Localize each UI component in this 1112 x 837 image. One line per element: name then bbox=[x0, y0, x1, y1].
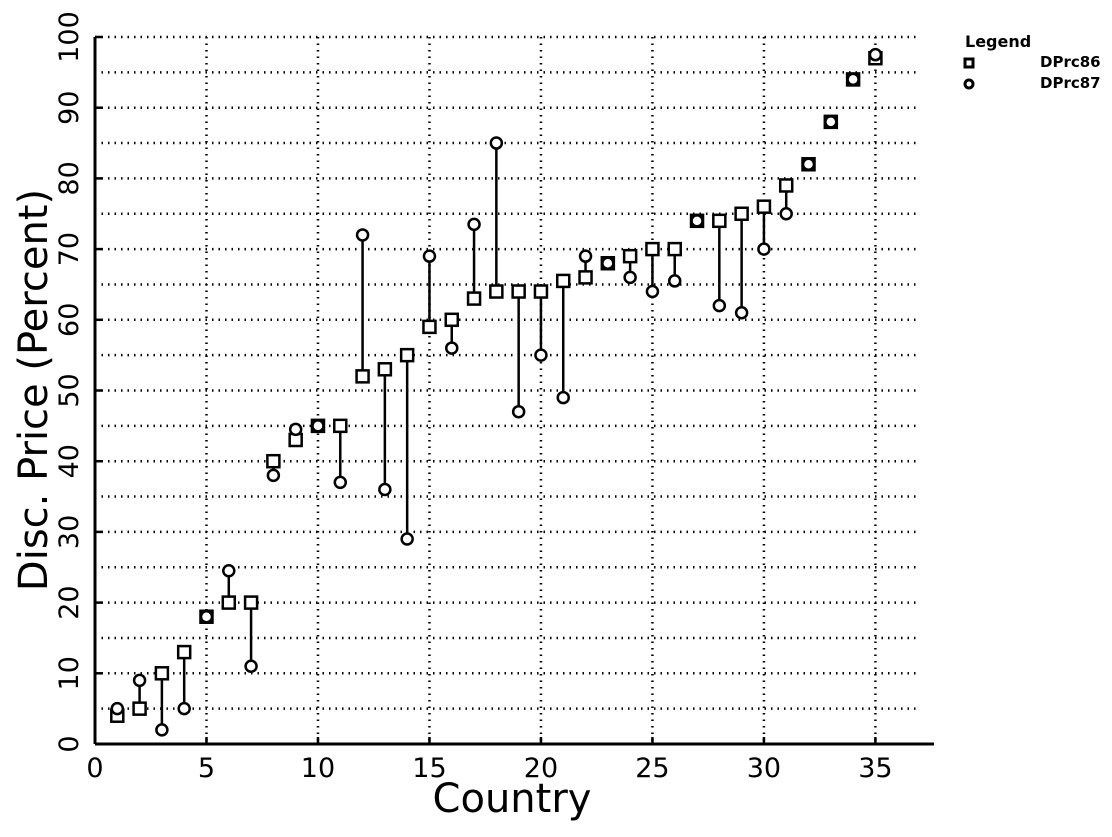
data-point-dprc87 bbox=[556, 390, 570, 405]
data-point-dprc87 bbox=[734, 305, 749, 320]
data-point-dprc86 bbox=[422, 319, 437, 335]
legend-circle-marker bbox=[963, 78, 975, 90]
tick-labels: 0 5 10 15 20 25 30 35 0 10 20 30 40 50 60 70 80 90 100 bbox=[54, 11, 893, 784]
data-point-dprc86 bbox=[243, 595, 259, 610]
data-point-dprc87 bbox=[333, 475, 348, 490]
data-point-dprc87 bbox=[667, 274, 682, 288]
data-point-dprc87 bbox=[578, 249, 593, 263]
data-point-dprc87 bbox=[757, 242, 771, 256]
data-point-dprc86 bbox=[399, 347, 415, 363]
data-point-dprc87 bbox=[311, 419, 325, 433]
data-point-dprc87 bbox=[489, 136, 504, 150]
data-point-dprc87 bbox=[110, 701, 125, 716]
legend-square-marker bbox=[963, 57, 975, 69]
data-point-dprc87 bbox=[177, 701, 191, 716]
data-point-dprc87 bbox=[645, 284, 660, 299]
data-point-dprc87 bbox=[222, 564, 236, 578]
data-point-dprc86 bbox=[154, 666, 170, 681]
legend-label-dprc86: DPrc86 bbox=[1040, 53, 1101, 71]
data-point-dprc86 bbox=[132, 701, 147, 716]
data-point-dprc87 bbox=[779, 207, 793, 221]
data-point-dprc87 bbox=[623, 270, 637, 285]
gridlines bbox=[95, 35, 920, 744]
x-tick-label: 20 bbox=[524, 753, 558, 784]
y-tick-label: 90 bbox=[54, 91, 85, 125]
data-point-dprc86 bbox=[444, 312, 460, 328]
x-tick-label: 10 bbox=[301, 753, 335, 784]
data-point-dprc86 bbox=[466, 291, 482, 306]
y-tick-label: 50 bbox=[54, 373, 85, 407]
data-point-dprc87 bbox=[132, 673, 147, 688]
data-point-dprc86 bbox=[489, 284, 504, 299]
axes bbox=[93, 35, 934, 746]
legend-label-dprc87: DPrc87 bbox=[1040, 74, 1101, 92]
data-point-dprc86 bbox=[266, 453, 281, 469]
data-point-dprc87 bbox=[244, 659, 258, 673]
x-axis-title: Country bbox=[433, 776, 592, 822]
legend: Legend DPrc86 DPrc87 bbox=[963, 32, 1101, 92]
data-point-dprc86 bbox=[756, 199, 772, 214]
data-point-dprc86 bbox=[377, 362, 393, 377]
x-tick-label: 0 bbox=[86, 753, 103, 784]
data-point-dprc86 bbox=[645, 241, 660, 257]
data-point-dprc87 bbox=[266, 468, 281, 483]
data-point-dprc87 bbox=[601, 256, 615, 270]
data-point-dprc87 bbox=[846, 72, 860, 87]
data-point-dprc86 bbox=[778, 178, 794, 193]
data-point-dprc86 bbox=[221, 595, 237, 610]
data-point-dprc87 bbox=[400, 532, 414, 546]
data-point-dprc86 bbox=[712, 213, 727, 229]
legend-title: Legend bbox=[965, 32, 1031, 51]
data-point-dprc86 bbox=[355, 369, 370, 384]
x-tick-label: 5 bbox=[198, 753, 215, 784]
data-point-dprc87 bbox=[534, 348, 548, 362]
data-markers bbox=[110, 47, 883, 737]
data-point-dprc87 bbox=[801, 157, 816, 172]
data-point-dprc86 bbox=[176, 644, 192, 660]
data-point-dprc87 bbox=[422, 249, 437, 263]
data-point-dprc87 bbox=[868, 47, 883, 62]
data-point-dprc87 bbox=[690, 214, 704, 228]
y-tick-label: 10 bbox=[54, 656, 85, 690]
y-tick-label: 60 bbox=[54, 303, 85, 337]
data-point-dprc87 bbox=[155, 723, 169, 737]
data-point-dprc87 bbox=[355, 228, 370, 242]
y-tick-label: 0 bbox=[54, 735, 85, 752]
x-tick-label: 15 bbox=[412, 753, 446, 784]
data-point-dprc86 bbox=[667, 241, 682, 257]
data-point-dprc87 bbox=[511, 404, 526, 419]
data-point-dprc87 bbox=[712, 298, 727, 313]
data-point-dprc87 bbox=[378, 482, 392, 497]
x-tick-label: 25 bbox=[635, 753, 669, 784]
data-point-dprc86 bbox=[511, 284, 526, 299]
data-point-dprc86 bbox=[622, 248, 638, 264]
y-tick-label: 20 bbox=[54, 585, 85, 619]
y-tick-label: 30 bbox=[54, 515, 85, 549]
connector-lines bbox=[138, 143, 788, 730]
y-tick-label: 100 bbox=[54, 11, 85, 63]
data-point-dprc86 bbox=[533, 284, 549, 299]
data-point-dprc87 bbox=[288, 422, 303, 437]
data-point-dprc87 bbox=[199, 609, 214, 624]
data-point-dprc87 bbox=[824, 115, 838, 129]
y-tick-label: 80 bbox=[54, 161, 85, 195]
data-point-dprc86 bbox=[555, 273, 571, 289]
data-point-dprc86 bbox=[734, 206, 749, 221]
y-axis-title: Disc. Price (Percent) bbox=[11, 189, 57, 591]
data-point-dprc87 bbox=[445, 341, 459, 355]
x-tick-label: 35 bbox=[858, 753, 892, 784]
y-tick-label: 40 bbox=[54, 444, 85, 478]
x-tick-label: 30 bbox=[747, 753, 781, 784]
data-point-dprc86 bbox=[333, 418, 348, 434]
y-tick-label: 70 bbox=[54, 232, 85, 266]
data-point-dprc86 bbox=[578, 270, 593, 285]
data-point-dprc87 bbox=[467, 217, 481, 232]
